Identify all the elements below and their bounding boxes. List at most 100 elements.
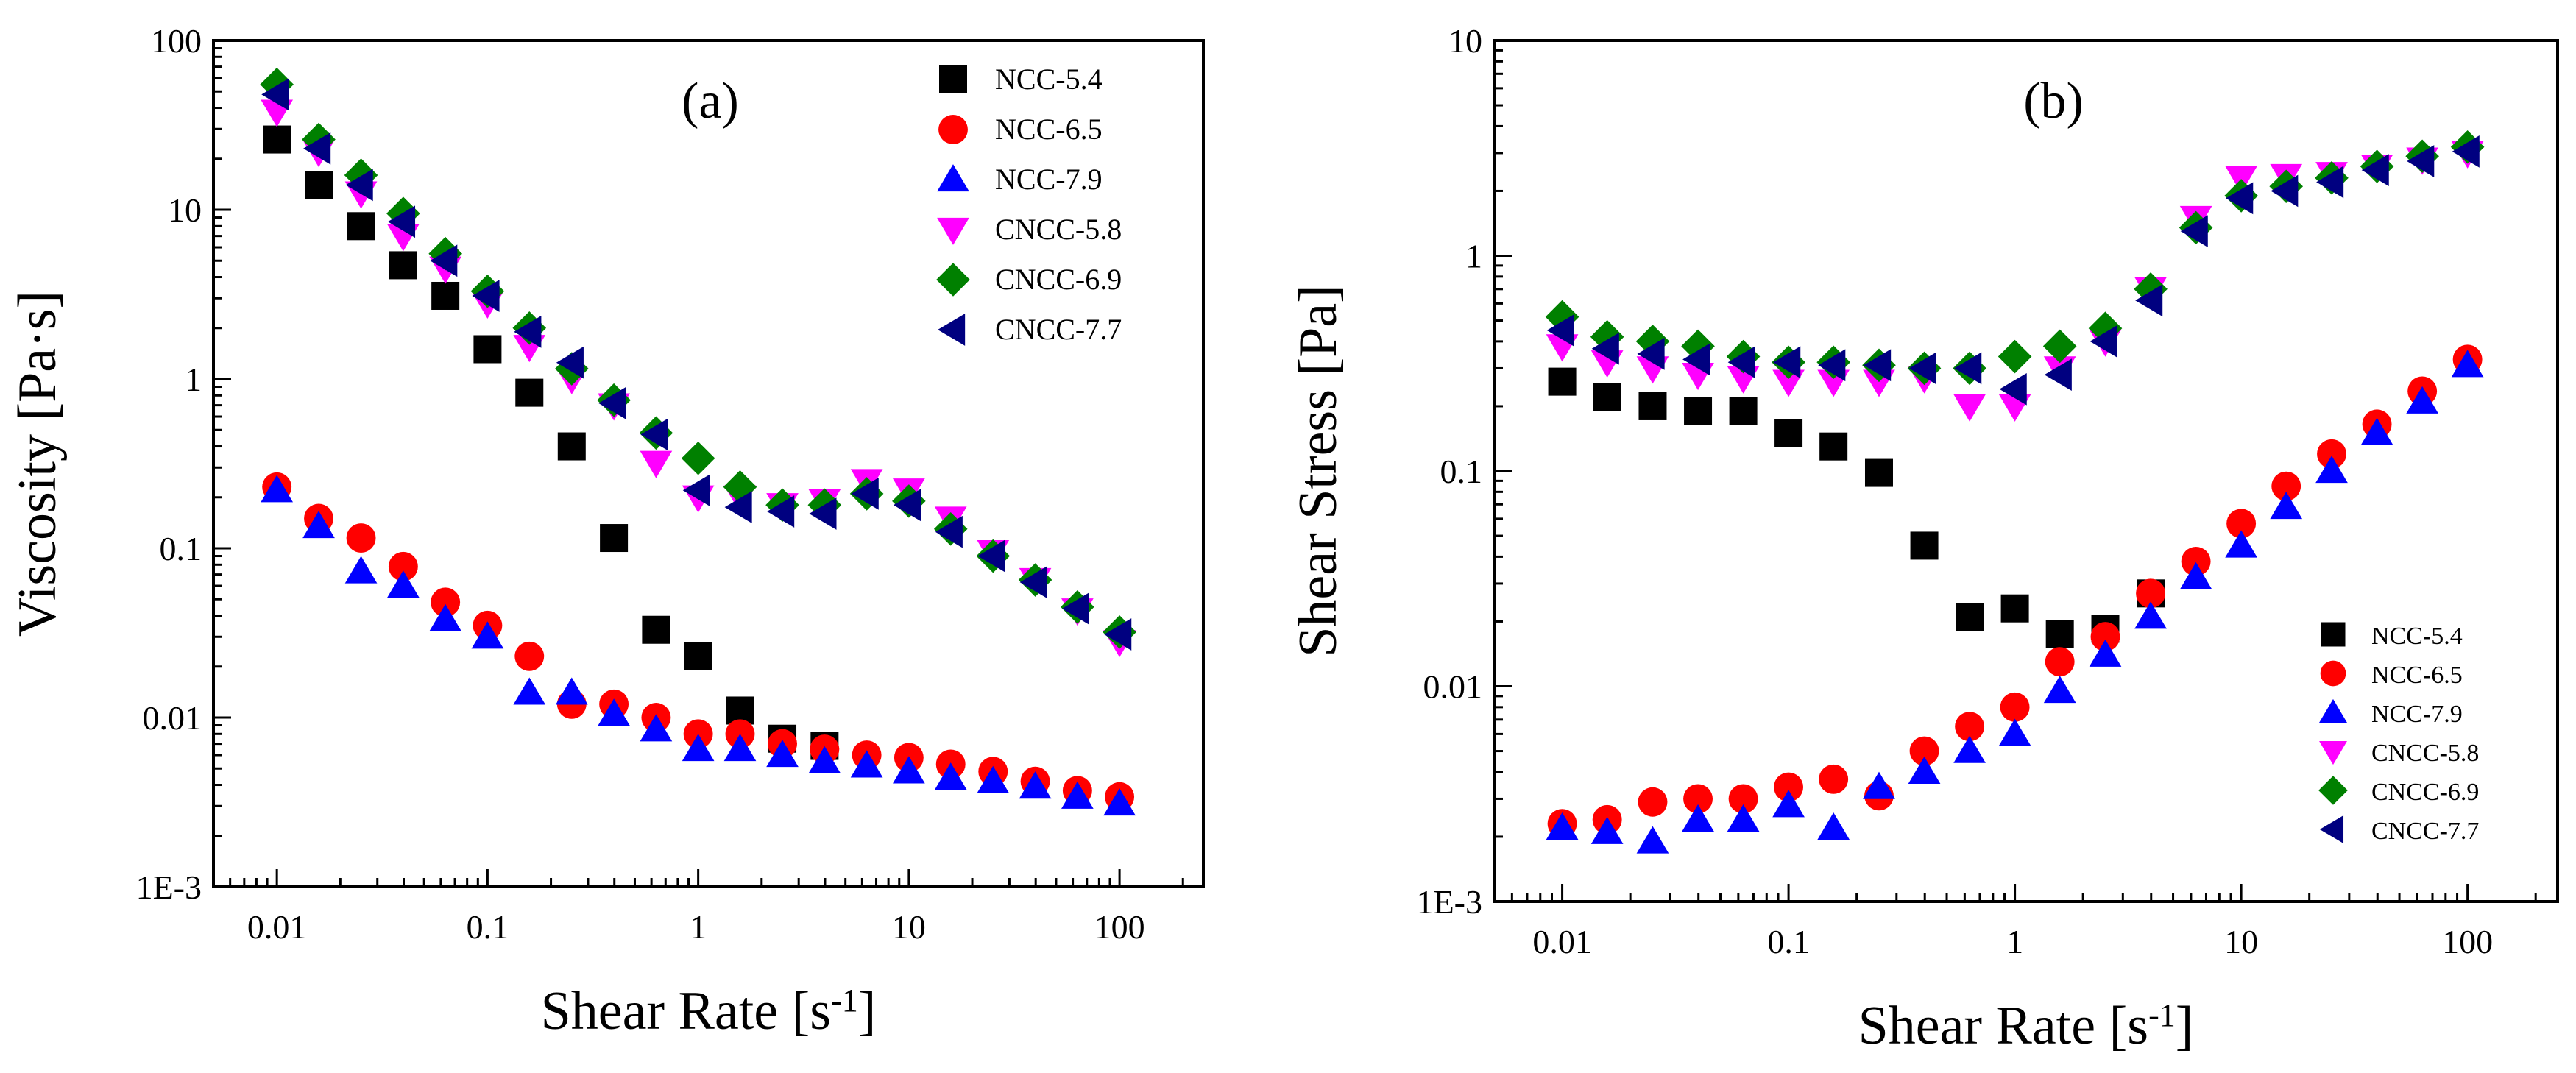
data-point-ncc-7-9	[2134, 601, 2167, 629]
data-point-ncc-7-9	[261, 475, 294, 503]
data-point-cncc-6-9	[2134, 272, 2168, 306]
data-point-ncc-6-5	[2000, 692, 2030, 722]
legend-label-ncc-7-9: NCC-7.9	[2371, 701, 2463, 728]
data-point-ncc-7-9	[977, 765, 1010, 793]
legend-marker-cncc-7-7	[938, 314, 966, 346]
data-point-cncc-7-7	[1591, 332, 1619, 365]
data-point-cncc-7-7	[935, 515, 963, 548]
y-tick-label-a: 100	[151, 22, 202, 60]
panel-label-a: (a)	[682, 73, 739, 130]
data-point-cncc-7-7	[261, 78, 289, 111]
x-axis-title-a: Shear Rate [s-1]	[541, 981, 877, 1041]
data-point-ncc-5-4	[1729, 397, 1758, 425]
data-point-ncc-6-5	[1683, 784, 1713, 814]
legend-label-ncc-5-4: NCC-5.4	[2371, 623, 2463, 650]
data-point-ncc-5-4	[389, 251, 417, 280]
data-point-ncc-7-9	[2089, 639, 2122, 667]
panel-b: 0.01 0.1 1 10 100 1E-3 0.01 0.1 1 10 Shear Rate [s…	[1288, 22, 2559, 1056]
data-point-ncc-6-5	[2226, 509, 2257, 539]
data-point-cncc-5-8	[1772, 369, 1805, 397]
data-point-cncc-7-7	[2452, 135, 2480, 168]
data-point-ncc-7-9	[1061, 781, 1094, 809]
data-point-ncc-6-5	[346, 523, 376, 553]
data-point-cncc-7-7	[1061, 592, 1090, 625]
x-tick-label-b: 0.01	[1532, 923, 1592, 960]
y-tick-label-b: 1	[1465, 238, 1482, 275]
data-point-ncc-5-4	[642, 615, 670, 644]
data-point-ncc-5-4	[557, 432, 586, 461]
y-tick-label-b: 1E-3	[1417, 883, 1482, 921]
data-point-cncc-7-7	[2135, 284, 2163, 317]
legend-marker-ncc-7-9	[937, 164, 969, 192]
data-point-cncc-6-9	[723, 470, 757, 504]
data-point-ncc-7-9	[2270, 492, 2303, 520]
data-point-cncc-7-7	[1546, 314, 1574, 347]
legend-label-ncc-6-5: NCC-6.5	[995, 113, 1103, 146]
data-point-cncc-6-9	[1635, 325, 1670, 358]
data-point-ncc-7-9	[640, 714, 673, 742]
data-point-cncc-7-7	[724, 491, 752, 523]
series-ncc-5-4-a	[263, 125, 839, 760]
data-point-ncc-5-4	[1684, 397, 1713, 425]
y-tick-label-b: 0.1	[1440, 453, 1483, 490]
data-point-cncc-7-7	[1773, 346, 1801, 379]
data-point-ncc-7-9	[1772, 790, 1805, 818]
data-point-cncc-7-7	[1908, 352, 1936, 385]
y-tick-label-a: 1E-3	[136, 868, 202, 906]
data-point-cncc-7-7	[430, 244, 458, 277]
data-point-ncc-6-5	[431, 587, 461, 617]
data-point-ncc-5-4	[305, 171, 333, 199]
data-point-cncc-6-9	[1545, 300, 1579, 334]
data-point-ncc-7-9	[766, 740, 799, 768]
data-point-cncc-7-7	[682, 474, 710, 507]
data-point-ncc-5-4	[1548, 367, 1577, 396]
legend-label-cncc-6-9: CNCC-6.9	[995, 263, 1122, 296]
series-ncc-7-9-a	[261, 475, 1136, 816]
data-point-ncc-7-9	[2315, 456, 2348, 484]
data-point-ncc-7-9	[723, 734, 757, 762]
data-point-cncc-7-7	[640, 418, 668, 451]
x-tick-label-b: 100	[2442, 923, 2493, 960]
data-point-ncc-7-9	[387, 570, 420, 598]
data-point-ncc-7-9	[2225, 530, 2257, 558]
data-point-cncc-7-7	[767, 495, 795, 528]
y-axis-title-b: Shear Stress [Pa]	[1288, 285, 1348, 657]
panel-label-b: (b)	[2023, 73, 2084, 130]
data-point-ncc-7-9	[471, 621, 504, 649]
data-point-ncc-5-4	[1956, 603, 1984, 631]
data-point-cncc-7-7	[303, 132, 331, 165]
data-point-ncc-7-9	[1953, 735, 1986, 763]
data-point-ncc-7-9	[429, 603, 462, 631]
data-point-ncc-7-9	[513, 677, 546, 705]
data-point-cncc-7-7	[1104, 618, 1132, 651]
data-point-ncc-6-5	[2136, 578, 2166, 609]
panel-a: 0.01 0.1 1 10 100 1E-3 0.01 0.1 1 10 100 Shear Rate…	[7, 22, 1205, 1041]
legend-label-ncc-5-4: NCC-5.4	[995, 63, 1103, 96]
x-tick-label-a: 0.1	[467, 908, 509, 946]
data-point-ncc-6-5	[2090, 622, 2120, 652]
data-point-cncc-7-7	[598, 386, 626, 419]
data-point-cncc-6-9	[1998, 339, 2032, 374]
data-point-ncc-5-4	[347, 212, 375, 241]
data-point-cncc-7-7	[1637, 338, 1665, 370]
y-tick-label-b: 0.01	[1423, 668, 1483, 706]
y-tick-label-a: 1	[185, 361, 202, 398]
data-point-cncc-7-7	[2407, 145, 2435, 177]
data-point-ncc-6-5	[1638, 787, 1668, 817]
data-point-cncc-7-7	[1999, 372, 2027, 406]
data-point-ncc-6-5	[2271, 471, 2301, 501]
data-point-ncc-5-4	[473, 335, 502, 364]
plot-frame-b	[1493, 39, 2559, 903]
data-point-ncc-5-4	[1593, 383, 1621, 411]
legend-label-cncc-6-9: CNCC-6.9	[2371, 779, 2479, 806]
data-point-ncc-7-9	[2451, 350, 2484, 378]
data-point-ncc-6-5	[2317, 439, 2346, 469]
data-point-cncc-7-7	[2044, 358, 2072, 392]
legend-label-cncc-7-7: CNCC-7.7	[995, 313, 1122, 346]
data-point-cncc-6-9	[2088, 311, 2123, 345]
data-point-ncc-7-9	[934, 762, 967, 790]
data-point-ncc-7-9	[1908, 756, 1941, 785]
data-point-cncc-7-7	[556, 346, 584, 379]
data-point-ncc-7-9	[1590, 816, 1624, 844]
data-point-ncc-5-4	[600, 524, 629, 553]
